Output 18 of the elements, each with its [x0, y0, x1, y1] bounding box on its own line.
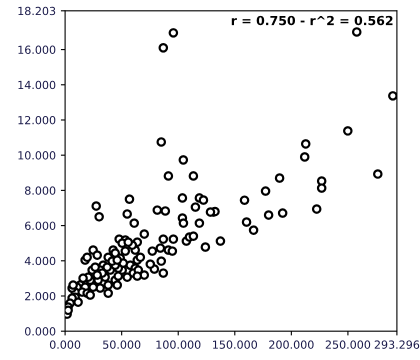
- x-tick-label: 250.000: [326, 340, 370, 349]
- annotation: r = 0.750 - r^2 = 0.562: [232, 16, 392, 26]
- x-tick-label: 293.296: [374, 340, 420, 349]
- y-tick-label: 0.000: [24, 327, 56, 336]
- x-tick-label: 100.000: [156, 340, 200, 349]
- y-tick-label: 14.000: [18, 80, 56, 90]
- y-tick-label: 4.000: [24, 256, 56, 266]
- y-tick-label: 2.000: [25, 292, 56, 300]
- y-tick-label: 12.000: [18, 116, 56, 124]
- y-tick-label: 16.000: [18, 46, 56, 54]
- x-tick-label: 200.000: [269, 340, 314, 349]
- x-tick-label: 150.000: [213, 340, 258, 349]
- x-tick-label: 50.000: [103, 340, 140, 349]
- y-tick-label: 18.203: [18, 6, 56, 16]
- y-tick-label: 8.000: [25, 186, 56, 195]
- y-tick-label: 10.000: [18, 151, 56, 160]
- y-tick-label: 6.000: [25, 222, 56, 230]
- x-tick-label: 0.000: [50, 340, 80, 349]
